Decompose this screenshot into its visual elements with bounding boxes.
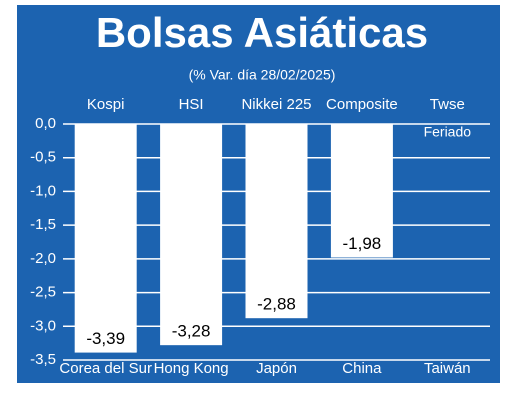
index-label: Composite — [326, 96, 398, 113]
y-tick-label: -3,0 — [30, 317, 56, 334]
index-label: Twse — [430, 96, 465, 113]
chart-subtitle: (% Var. día 28/02/2025) — [189, 67, 336, 83]
x-tick-label: Taiwán — [424, 360, 471, 377]
y-tick-label: -0,5 — [30, 149, 56, 166]
x-tick-label: Corea del Sur — [59, 360, 152, 377]
y-tick-label: -1,0 — [30, 182, 56, 199]
index-label: HSI — [179, 96, 204, 113]
value-label: -2,88 — [257, 295, 296, 314]
x-tick-label: China — [342, 360, 382, 377]
x-tick-label: Japón — [256, 360, 297, 377]
x-tick-label: Hong Kong — [154, 360, 229, 377]
y-tick-label: -2,5 — [30, 284, 56, 301]
y-tick-label: -3,5 — [30, 351, 56, 368]
value-label: -1,98 — [343, 234, 382, 253]
y-tick-label: 0,0 — [35, 115, 56, 132]
value-label: -3,28 — [172, 322, 211, 341]
bar — [245, 124, 308, 319]
value-label: -3,39 — [86, 329, 125, 348]
bar — [74, 124, 137, 353]
annotation: Feriado — [424, 124, 472, 140]
bar — [160, 124, 223, 346]
bar — [330, 124, 393, 258]
y-tick-label: -2,0 — [30, 250, 56, 267]
index-label: Nikkei 225 — [241, 96, 311, 113]
chart-title: Bolsas Asiáticas — [96, 9, 428, 56]
y-tick-label: -1,5 — [30, 216, 56, 233]
index-label: Kospi — [87, 96, 125, 113]
